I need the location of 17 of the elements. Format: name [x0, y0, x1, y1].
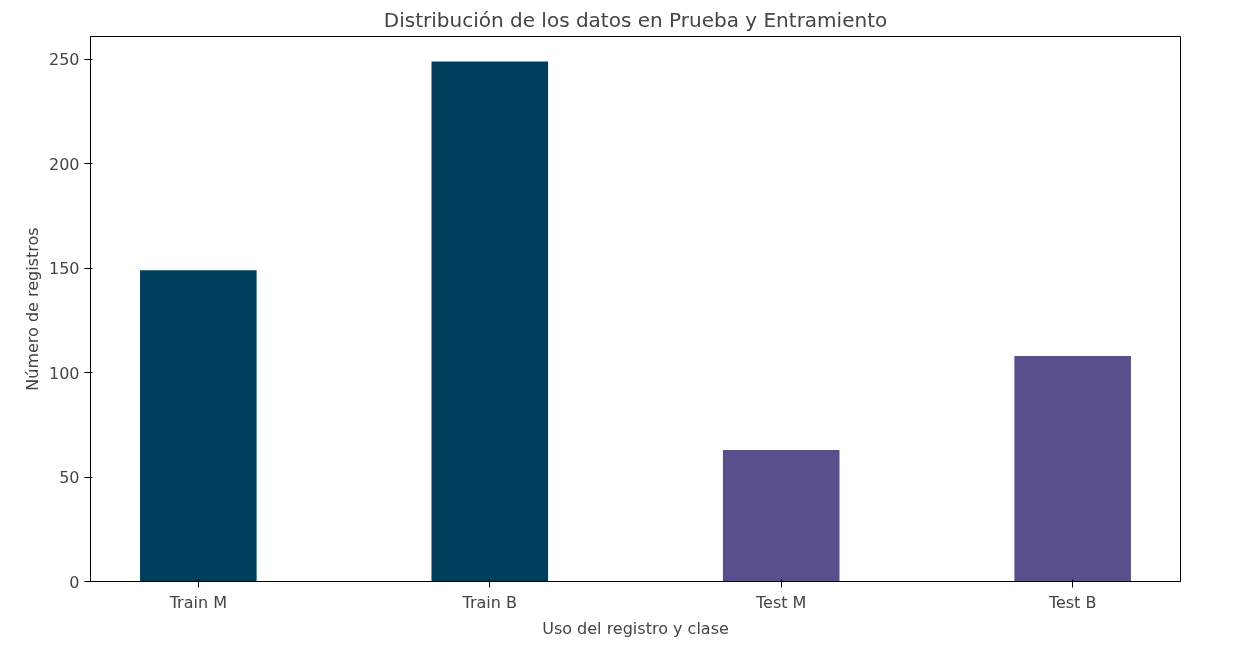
- bar: [722, 449, 840, 582]
- y-tick-label: 0: [69, 572, 80, 592]
- y-tick-label: 200: [48, 154, 80, 174]
- bar: [1014, 355, 1131, 582]
- y-tick-label: 100: [48, 363, 80, 383]
- y-tick-label: 250: [48, 50, 80, 70]
- y-tick-label: 150: [48, 259, 80, 279]
- bar: [431, 61, 549, 582]
- y-axis-title: Número de registros: [22, 227, 42, 391]
- x-tick-label: Test B: [1047, 592, 1097, 612]
- bar: [140, 270, 257, 582]
- x-tick-label: Test M: [755, 592, 807, 612]
- y-tick-label: 50: [59, 468, 80, 488]
- x-axis-title: Uso del registro y clase: [542, 618, 729, 638]
- x-tick-label: Train M: [168, 592, 227, 612]
- chart-title: Distribución de los datos en Prueba y Entramiento: [383, 7, 888, 32]
- x-tick-label: Train B: [461, 592, 517, 612]
